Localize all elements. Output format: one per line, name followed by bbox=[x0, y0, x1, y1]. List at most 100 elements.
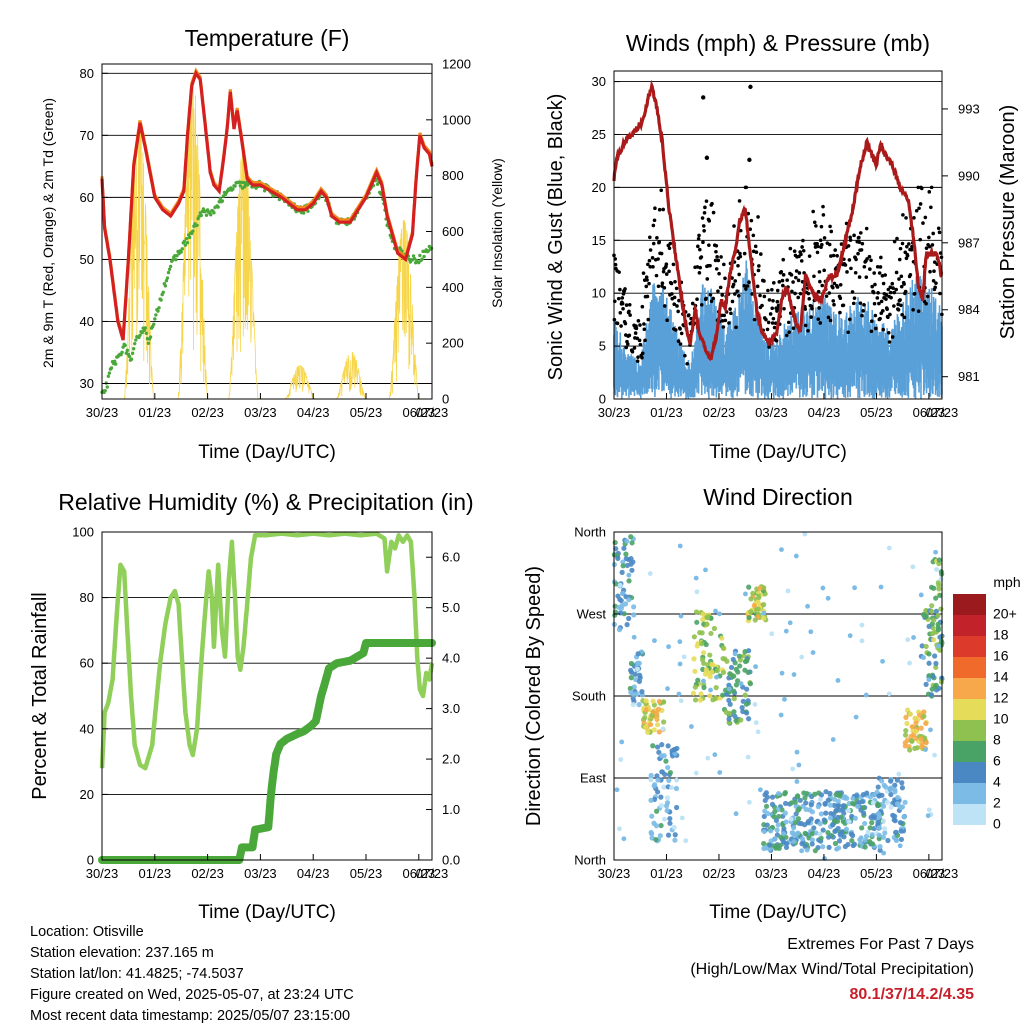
wind-direction-point bbox=[738, 681, 744, 687]
gust-point bbox=[803, 323, 808, 328]
temperature-ylabel-left: 2m & 9m T (Red, Orange) & 2m Td (Green) bbox=[40, 98, 56, 368]
gust-point bbox=[812, 220, 817, 225]
gust-point bbox=[858, 301, 863, 305]
gust-point bbox=[653, 206, 657, 211]
gust-point bbox=[892, 290, 897, 295]
gust-point bbox=[657, 207, 662, 212]
gust-point bbox=[929, 205, 933, 210]
wind-direction-point bbox=[746, 615, 752, 621]
gust-point bbox=[698, 265, 702, 270]
wind-direction-point bbox=[923, 747, 928, 753]
y-tick-label: 40 bbox=[80, 721, 94, 736]
gust-point bbox=[635, 359, 640, 363]
wind-direction-point bbox=[855, 803, 861, 809]
gust-point bbox=[659, 188, 664, 193]
gust-point bbox=[872, 271, 876, 275]
wind-direction-point bbox=[631, 684, 637, 690]
wind-direction-xlabel: Time (Day/UTC) bbox=[709, 902, 847, 923]
gust-point bbox=[767, 345, 771, 349]
wind-direction-point bbox=[753, 664, 758, 670]
wind-direction-point bbox=[683, 838, 689, 844]
wind-direction-point bbox=[822, 801, 828, 807]
wind-direction-point bbox=[635, 651, 641, 657]
wind-direction-point bbox=[938, 679, 945, 685]
wind-direction-ylabel: Direction (Colored By Speed) bbox=[523, 566, 545, 826]
humidity-panel: Relative Humidity (%) & Precipitation (i… bbox=[29, 489, 474, 923]
gust-point bbox=[850, 290, 855, 294]
dewpoint-point bbox=[166, 270, 171, 275]
wind-direction-point bbox=[898, 836, 905, 843]
wind-direction-point bbox=[699, 641, 705, 647]
wind-direction-point bbox=[865, 829, 871, 835]
wind-direction-point bbox=[720, 669, 727, 676]
dewpoint-point bbox=[201, 207, 206, 211]
gust-point bbox=[802, 271, 806, 275]
gust-point bbox=[890, 281, 895, 286]
y-tick-label: 50 bbox=[80, 252, 94, 267]
wind-direction-point bbox=[790, 766, 796, 772]
gust-point bbox=[896, 307, 901, 312]
wind-direction-point bbox=[791, 838, 797, 845]
gust-point bbox=[877, 271, 882, 275]
wind-direction-point bbox=[751, 603, 757, 609]
wind-direction-point bbox=[713, 608, 718, 614]
wind-direction-point bbox=[761, 615, 767, 621]
speed-legend-swatch bbox=[953, 762, 986, 783]
gust-point bbox=[931, 231, 936, 236]
gust-point bbox=[803, 307, 808, 311]
wind-direction-point bbox=[612, 539, 618, 546]
gust-point bbox=[860, 313, 864, 318]
x-tick-label: 06/23 bbox=[403, 405, 436, 420]
dewpoint-point bbox=[123, 343, 127, 348]
x-tick-label: 05/23 bbox=[860, 405, 893, 420]
dewpoint-point bbox=[241, 180, 246, 185]
gust-point bbox=[851, 301, 856, 306]
temperature-title: Temperature (F) bbox=[185, 25, 350, 51]
wind-direction-point bbox=[835, 678, 841, 683]
gust-point bbox=[749, 218, 754, 223]
wind-direction-point bbox=[935, 580, 941, 586]
gust-point bbox=[811, 209, 815, 214]
gust-point bbox=[667, 269, 671, 274]
wind-direction-point bbox=[694, 619, 700, 625]
wind-direction-point bbox=[825, 830, 831, 836]
wind-direction-point bbox=[771, 814, 777, 820]
gust-point bbox=[824, 294, 829, 298]
wind-direction-point bbox=[879, 778, 885, 784]
temperature-2m-line bbox=[100, 69, 434, 341]
wind-direction-point bbox=[776, 790, 782, 797]
wind-direction-point bbox=[914, 745, 920, 751]
wind-direction-point bbox=[655, 706, 662, 712]
gust-point bbox=[831, 285, 835, 290]
speed-legend: mph 20+ 18 16 14 12 10 8 6 4 2 0 bbox=[953, 574, 1021, 832]
gust-point bbox=[667, 246, 672, 251]
gust-point bbox=[838, 296, 843, 301]
gust-point bbox=[852, 233, 856, 238]
wind-direction-point bbox=[744, 686, 750, 692]
wind-direction-point bbox=[616, 826, 622, 832]
wind-direction-point bbox=[655, 744, 661, 750]
wind-direction-title: Wind Direction bbox=[703, 484, 853, 510]
gust-point bbox=[732, 224, 736, 228]
wind-direction-point bbox=[626, 615, 632, 622]
gust-point bbox=[822, 236, 827, 240]
gust-point bbox=[832, 281, 837, 286]
dewpoint-point bbox=[114, 362, 118, 366]
gust-point bbox=[857, 235, 861, 240]
wind-direction-point bbox=[918, 725, 924, 731]
wind-direction-point bbox=[712, 695, 718, 701]
wind-direction-point bbox=[779, 547, 784, 553]
wind-direction-point bbox=[929, 603, 935, 609]
wind-direction-point bbox=[823, 810, 829, 816]
gust-point bbox=[810, 306, 814, 311]
gust-point bbox=[887, 340, 892, 344]
gust-point bbox=[696, 244, 700, 249]
gust-point bbox=[799, 252, 803, 257]
gust-point bbox=[781, 257, 786, 262]
gust-point bbox=[784, 333, 789, 338]
wind-direction-point bbox=[902, 799, 908, 805]
gust-point bbox=[727, 321, 731, 325]
gust-point bbox=[767, 298, 772, 302]
gust-point bbox=[660, 281, 665, 285]
gust-point bbox=[807, 296, 812, 301]
